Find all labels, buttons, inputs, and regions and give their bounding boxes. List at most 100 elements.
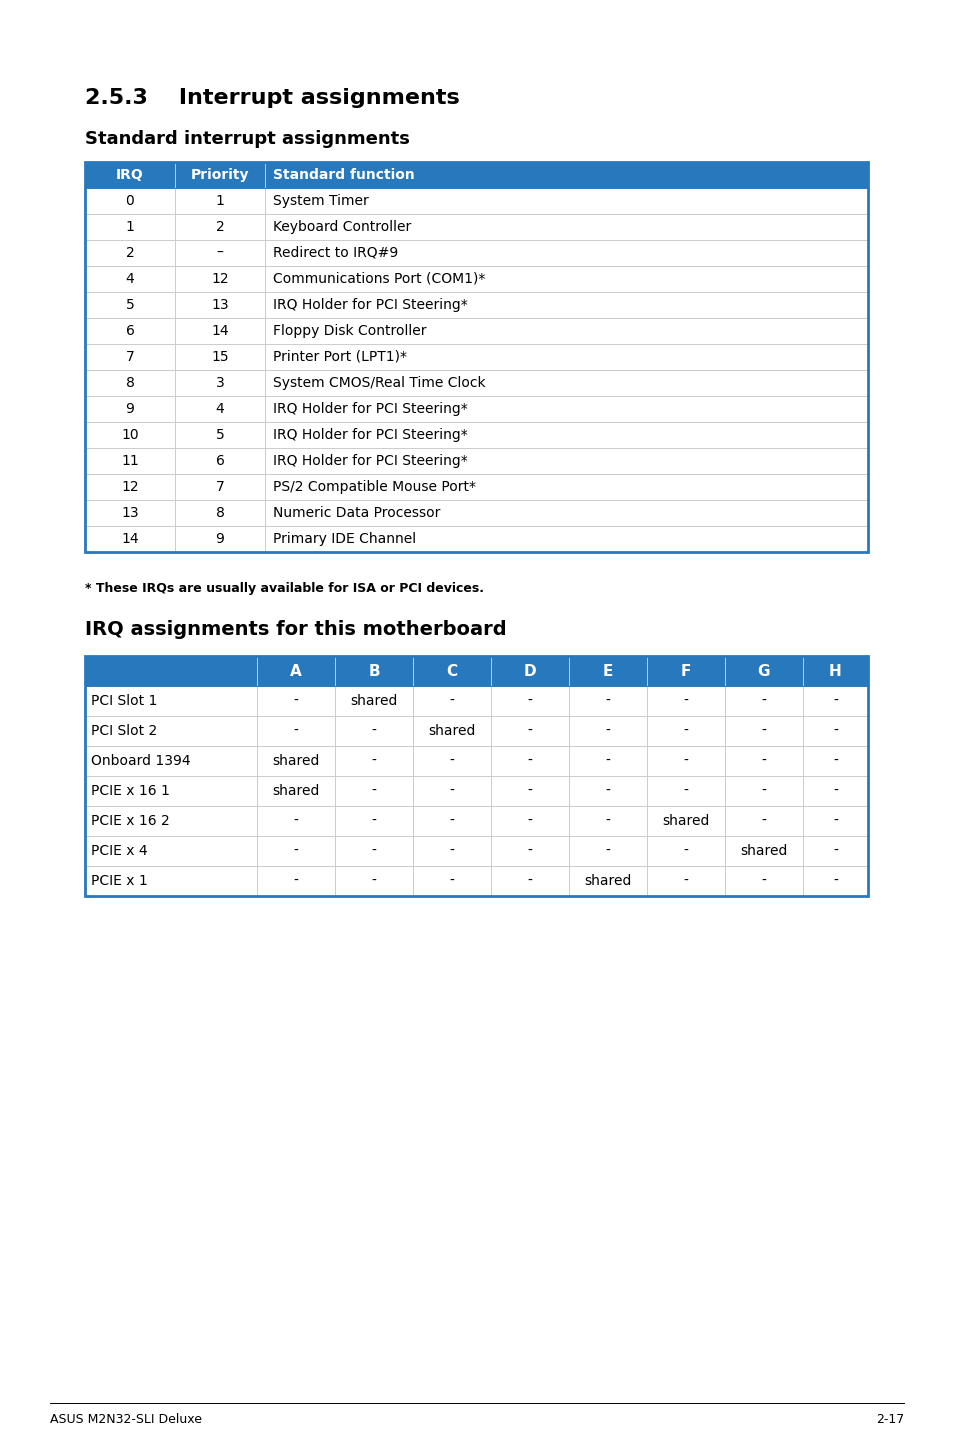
Text: -: - <box>832 695 837 707</box>
Text: shared: shared <box>661 814 709 828</box>
Bar <box>85 746 867 777</box>
Text: Standard function: Standard function <box>273 168 415 183</box>
Text: PS/2 Compatible Mouse Port*: PS/2 Compatible Mouse Port* <box>273 480 476 495</box>
Text: -: - <box>832 784 837 798</box>
Text: -: - <box>760 784 765 798</box>
Text: Communications Port (COM1)*: Communications Port (COM1)* <box>273 272 485 286</box>
Text: 1: 1 <box>126 220 134 234</box>
Text: -: - <box>605 814 610 828</box>
Text: -: - <box>605 754 610 768</box>
Text: Priority: Priority <box>191 168 249 183</box>
Text: 5: 5 <box>215 429 224 441</box>
Text: 12: 12 <box>211 272 229 286</box>
Text: shared: shared <box>740 844 787 858</box>
Bar <box>85 686 867 716</box>
Text: –: – <box>216 246 223 260</box>
Text: -: - <box>760 754 765 768</box>
Text: A: A <box>290 663 301 679</box>
Text: PCIE x 16 1: PCIE x 16 1 <box>91 784 170 798</box>
Text: 11: 11 <box>121 454 139 467</box>
Text: -: - <box>449 754 454 768</box>
Text: -: - <box>527 754 532 768</box>
Text: -: - <box>760 695 765 707</box>
Text: B: B <box>368 663 379 679</box>
Text: PCIE x 16 2: PCIE x 16 2 <box>91 814 170 828</box>
Text: -: - <box>832 723 837 738</box>
Text: Floppy Disk Controller: Floppy Disk Controller <box>273 324 426 338</box>
Text: -: - <box>449 844 454 858</box>
Text: -: - <box>832 754 837 768</box>
Text: Primary IDE Channel: Primary IDE Channel <box>273 532 416 546</box>
Text: Numeric Data Processor: Numeric Data Processor <box>273 506 440 521</box>
Text: -: - <box>832 844 837 858</box>
Text: -: - <box>683 723 688 738</box>
Text: -: - <box>527 784 532 798</box>
Bar <box>85 449 867 475</box>
Text: -: - <box>605 844 610 858</box>
Bar <box>85 318 867 344</box>
Text: H: H <box>828 663 841 679</box>
Bar <box>85 475 867 500</box>
Text: -: - <box>294 695 298 707</box>
Text: -: - <box>449 784 454 798</box>
Text: 14: 14 <box>211 324 229 338</box>
Text: shared: shared <box>428 723 476 738</box>
Text: -: - <box>294 814 298 828</box>
Text: 9: 9 <box>215 532 224 546</box>
Text: 14: 14 <box>121 532 139 546</box>
Text: Standard interrupt assignments: Standard interrupt assignments <box>85 129 410 148</box>
Text: 13: 13 <box>211 298 229 312</box>
Text: -: - <box>683 874 688 889</box>
Text: 15: 15 <box>211 349 229 364</box>
Bar <box>85 292 867 318</box>
Text: -: - <box>527 723 532 738</box>
Text: 9: 9 <box>126 403 134 416</box>
Text: F: F <box>680 663 691 679</box>
Text: 7: 7 <box>126 349 134 364</box>
Text: IRQ Holder for PCI Steering*: IRQ Holder for PCI Steering* <box>273 454 467 467</box>
Bar <box>85 500 867 526</box>
Text: -: - <box>760 814 765 828</box>
Bar <box>85 214 867 240</box>
Text: -: - <box>371 784 376 798</box>
Text: shared: shared <box>583 874 631 889</box>
Bar <box>85 656 867 686</box>
Text: IRQ Holder for PCI Steering*: IRQ Holder for PCI Steering* <box>273 429 467 441</box>
Text: -: - <box>294 844 298 858</box>
Text: G: G <box>757 663 769 679</box>
Text: Redirect to IRQ#9: Redirect to IRQ#9 <box>273 246 397 260</box>
Text: 13: 13 <box>121 506 139 521</box>
Text: -: - <box>449 814 454 828</box>
Text: System CMOS/Real Time Clock: System CMOS/Real Time Clock <box>273 375 485 390</box>
Text: -: - <box>371 814 376 828</box>
Text: 8: 8 <box>215 506 224 521</box>
Text: 0: 0 <box>126 194 134 209</box>
Text: shared: shared <box>350 695 397 707</box>
Bar <box>85 344 867 370</box>
Bar <box>85 777 867 807</box>
Text: PCI Slot 1: PCI Slot 1 <box>91 695 157 707</box>
Text: -: - <box>294 723 298 738</box>
Text: Keyboard Controller: Keyboard Controller <box>273 220 411 234</box>
Text: E: E <box>602 663 613 679</box>
Text: D: D <box>523 663 536 679</box>
Text: -: - <box>371 874 376 889</box>
Text: 2: 2 <box>126 246 134 260</box>
Text: -: - <box>527 874 532 889</box>
Text: PCI Slot 2: PCI Slot 2 <box>91 723 157 738</box>
Text: -: - <box>760 723 765 738</box>
Text: -: - <box>449 695 454 707</box>
Text: * These IRQs are usually available for ISA or PCI devices.: * These IRQs are usually available for I… <box>85 582 483 595</box>
Text: ASUS M2N32-SLI Deluxe: ASUS M2N32-SLI Deluxe <box>50 1414 202 1426</box>
Text: 5: 5 <box>126 298 134 312</box>
Text: -: - <box>371 844 376 858</box>
Text: -: - <box>760 874 765 889</box>
Text: -: - <box>683 784 688 798</box>
Text: -: - <box>605 695 610 707</box>
Bar <box>85 266 867 292</box>
Text: 2-17: 2-17 <box>875 1414 903 1426</box>
Text: -: - <box>294 874 298 889</box>
Bar <box>85 716 867 746</box>
Bar <box>85 370 867 395</box>
Bar <box>85 835 867 866</box>
